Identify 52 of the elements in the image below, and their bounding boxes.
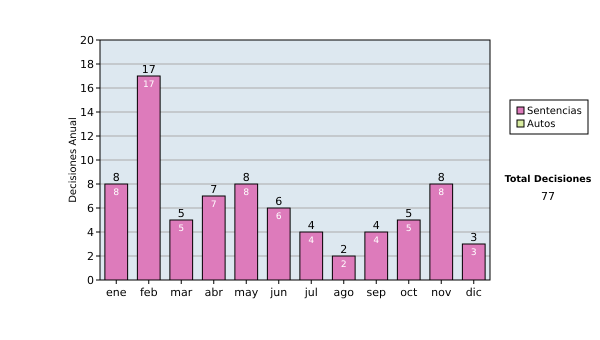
total-label: 8 xyxy=(438,171,445,184)
total-label: 2 xyxy=(340,243,348,256)
x-tick-label: abr xyxy=(204,286,224,299)
y-tick-label: 2 xyxy=(87,250,94,263)
text: Total Decisiones xyxy=(504,174,592,185)
x-tick-label: ago xyxy=(334,286,354,299)
data-label: 8 xyxy=(438,188,444,198)
y-tick-label: 6 xyxy=(87,202,94,215)
x-tick-label: feb xyxy=(140,286,158,299)
total-label: 17 xyxy=(142,63,156,76)
data-label: 7 xyxy=(210,200,217,210)
y-tick-label: 4 xyxy=(87,226,94,239)
total-label: 5 xyxy=(405,207,412,220)
y-axis-title: Decisiones Anual xyxy=(68,117,79,203)
text: 77 xyxy=(541,190,555,203)
y-tick-label: 12 xyxy=(80,130,94,143)
y-tick-label: 18 xyxy=(80,58,94,71)
y-tick-label: 14 xyxy=(80,106,94,119)
total-label: 4 xyxy=(308,219,315,232)
x-tick-label: dic xyxy=(466,286,482,299)
data-label: 6 xyxy=(276,212,282,222)
x-tick-label: nov xyxy=(431,286,452,299)
total-label: 7 xyxy=(210,183,218,196)
data-label: 4 xyxy=(308,236,314,246)
x-tick-label: jul xyxy=(304,286,318,299)
total-label: 8 xyxy=(242,171,250,184)
y-tick-label: 0 xyxy=(87,274,94,287)
y-tick-label: 10 xyxy=(80,154,94,167)
data-label: 2 xyxy=(340,260,347,270)
legend-label: Sentencias xyxy=(527,106,582,117)
x-tick-label: jun xyxy=(269,286,288,299)
x-tick-label: mar xyxy=(170,286,193,299)
data-label: 5 xyxy=(178,224,184,234)
data-label: 4 xyxy=(373,236,380,246)
data-label: 3 xyxy=(470,248,477,258)
y-tick-label: 8 xyxy=(87,178,94,191)
total-label: 5 xyxy=(178,207,185,220)
total-label: 3 xyxy=(470,231,478,244)
x-tick-label: oct xyxy=(400,286,418,299)
y-tick-label: 16 xyxy=(80,82,94,95)
x-tick-label: sep xyxy=(366,286,386,299)
total-label: 8 xyxy=(112,171,120,184)
x-tick-label: ene xyxy=(106,286,127,299)
y-tick-label: 20 xyxy=(80,34,94,47)
total-label: 4 xyxy=(372,219,380,232)
x-tick-label: may xyxy=(234,286,259,299)
legend-label: Autos xyxy=(527,119,556,130)
data-label: 17 xyxy=(143,80,154,90)
data-label: 8 xyxy=(243,188,250,198)
total-label: 6 xyxy=(275,195,282,208)
data-label: 5 xyxy=(406,224,412,234)
data-label: 8 xyxy=(113,188,120,198)
